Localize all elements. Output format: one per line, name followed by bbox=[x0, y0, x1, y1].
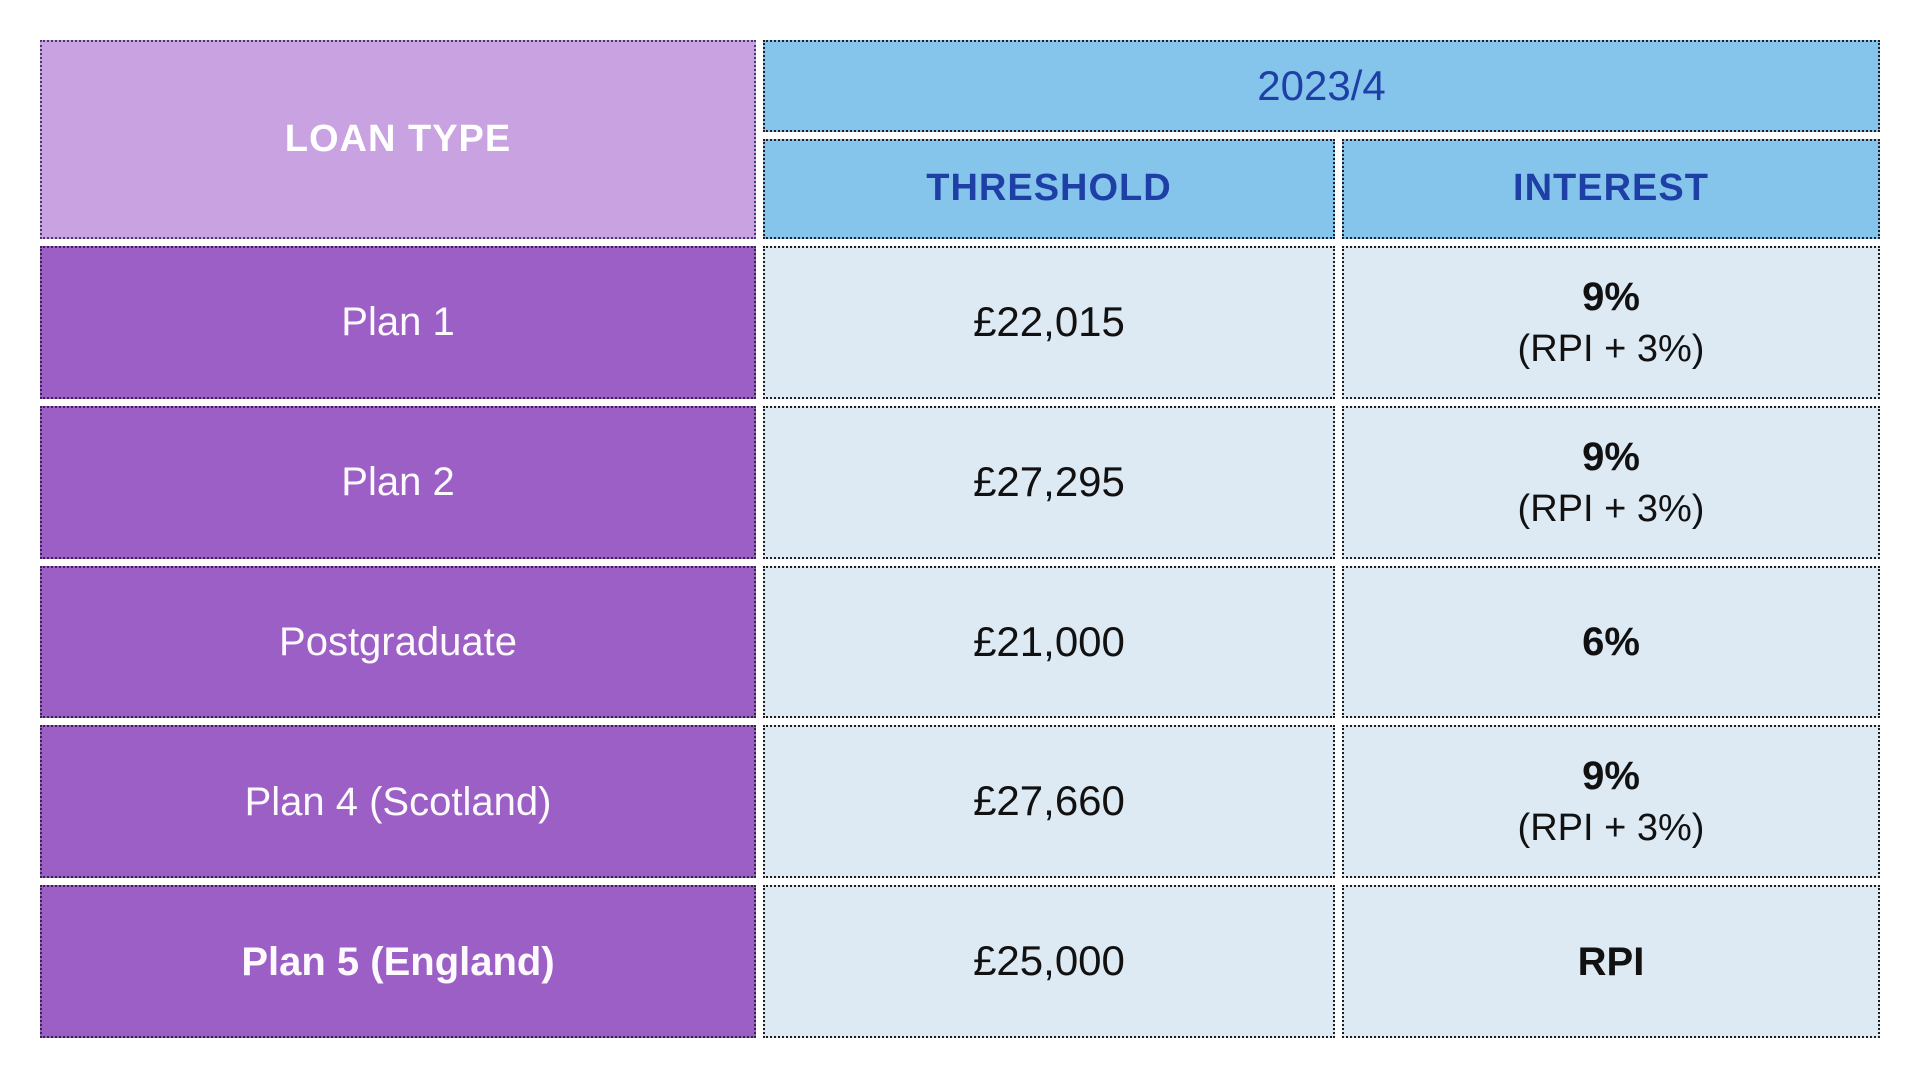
threshold-cell-postgraduate: £21,000 bbox=[763, 565, 1335, 719]
threshold-value: £25,000 bbox=[973, 937, 1125, 985]
table-row-header-plan-1: Plan 1 bbox=[40, 246, 756, 399]
interest-rate: 6% bbox=[1582, 619, 1640, 664]
table-row-header-postgraduate: Postgraduate bbox=[40, 565, 756, 719]
interest-column-header: INTEREST bbox=[1342, 139, 1880, 239]
student-loan-table: LOAN TYPE 2023/4 THRESHOLD INTEREST Plan… bbox=[40, 40, 1880, 1038]
interest-cell-postgraduate: 6% bbox=[1342, 565, 1880, 719]
threshold-cell-plan-1: £22,015 bbox=[763, 246, 1335, 399]
interest-rate: 9% bbox=[1582, 274, 1640, 319]
interest-rate: 9% bbox=[1582, 754, 1640, 799]
loan-type-label: Plan 2 bbox=[341, 460, 455, 505]
threshold-column-header: THRESHOLD bbox=[763, 139, 1335, 239]
loan-type-header-cell: LOAN TYPE bbox=[40, 40, 756, 239]
threshold-cell-plan-5-england: £25,000 bbox=[763, 885, 1335, 1038]
threshold-value: £27,660 bbox=[973, 777, 1125, 825]
threshold-cell-plan-4-scotland: £27,660 bbox=[763, 725, 1335, 879]
interest-note: (RPI + 3%) bbox=[1517, 487, 1705, 530]
interest-cell-plan-1: 9% (RPI + 3%) bbox=[1342, 246, 1880, 399]
table-row-header-plan-4-scotland: Plan 4 (Scotland) bbox=[40, 725, 756, 879]
interest-note: (RPI + 3%) bbox=[1517, 807, 1705, 850]
interest-rate: RPI bbox=[1577, 939, 1645, 984]
table-row-header-plan-5-england: Plan 5 (England) bbox=[40, 885, 756, 1038]
threshold-value: £21,000 bbox=[973, 617, 1125, 665]
loan-type-label: Plan 1 bbox=[341, 300, 455, 345]
interest-cell-plan-4-scotland: 9% (RPI + 3%) bbox=[1342, 725, 1880, 879]
interest-cell-plan-5-england: RPI bbox=[1342, 885, 1880, 1038]
interest-cell-plan-2: 9% (RPI + 3%) bbox=[1342, 405, 1880, 559]
threshold-cell-plan-2: £27,295 bbox=[763, 405, 1335, 559]
interest-header-label: INTEREST bbox=[1513, 167, 1709, 210]
year-header-label: 2023/4 bbox=[1257, 61, 1386, 109]
loan-type-label: Plan 4 (Scotland) bbox=[244, 779, 552, 824]
year-header-cell: 2023/4 bbox=[763, 40, 1880, 132]
threshold-header-label: THRESHOLD bbox=[926, 167, 1172, 210]
interest-note: (RPI + 3%) bbox=[1517, 327, 1705, 370]
threshold-value: £27,295 bbox=[973, 457, 1125, 505]
table-row-header-plan-2: Plan 2 bbox=[40, 405, 756, 559]
loan-type-label: Postgraduate bbox=[279, 619, 517, 664]
interest-rate: 9% bbox=[1582, 434, 1640, 479]
loan-type-header-label: LOAN TYPE bbox=[284, 117, 512, 160]
threshold-value: £22,015 bbox=[973, 298, 1125, 346]
loan-type-label: Plan 5 (England) bbox=[241, 939, 555, 984]
